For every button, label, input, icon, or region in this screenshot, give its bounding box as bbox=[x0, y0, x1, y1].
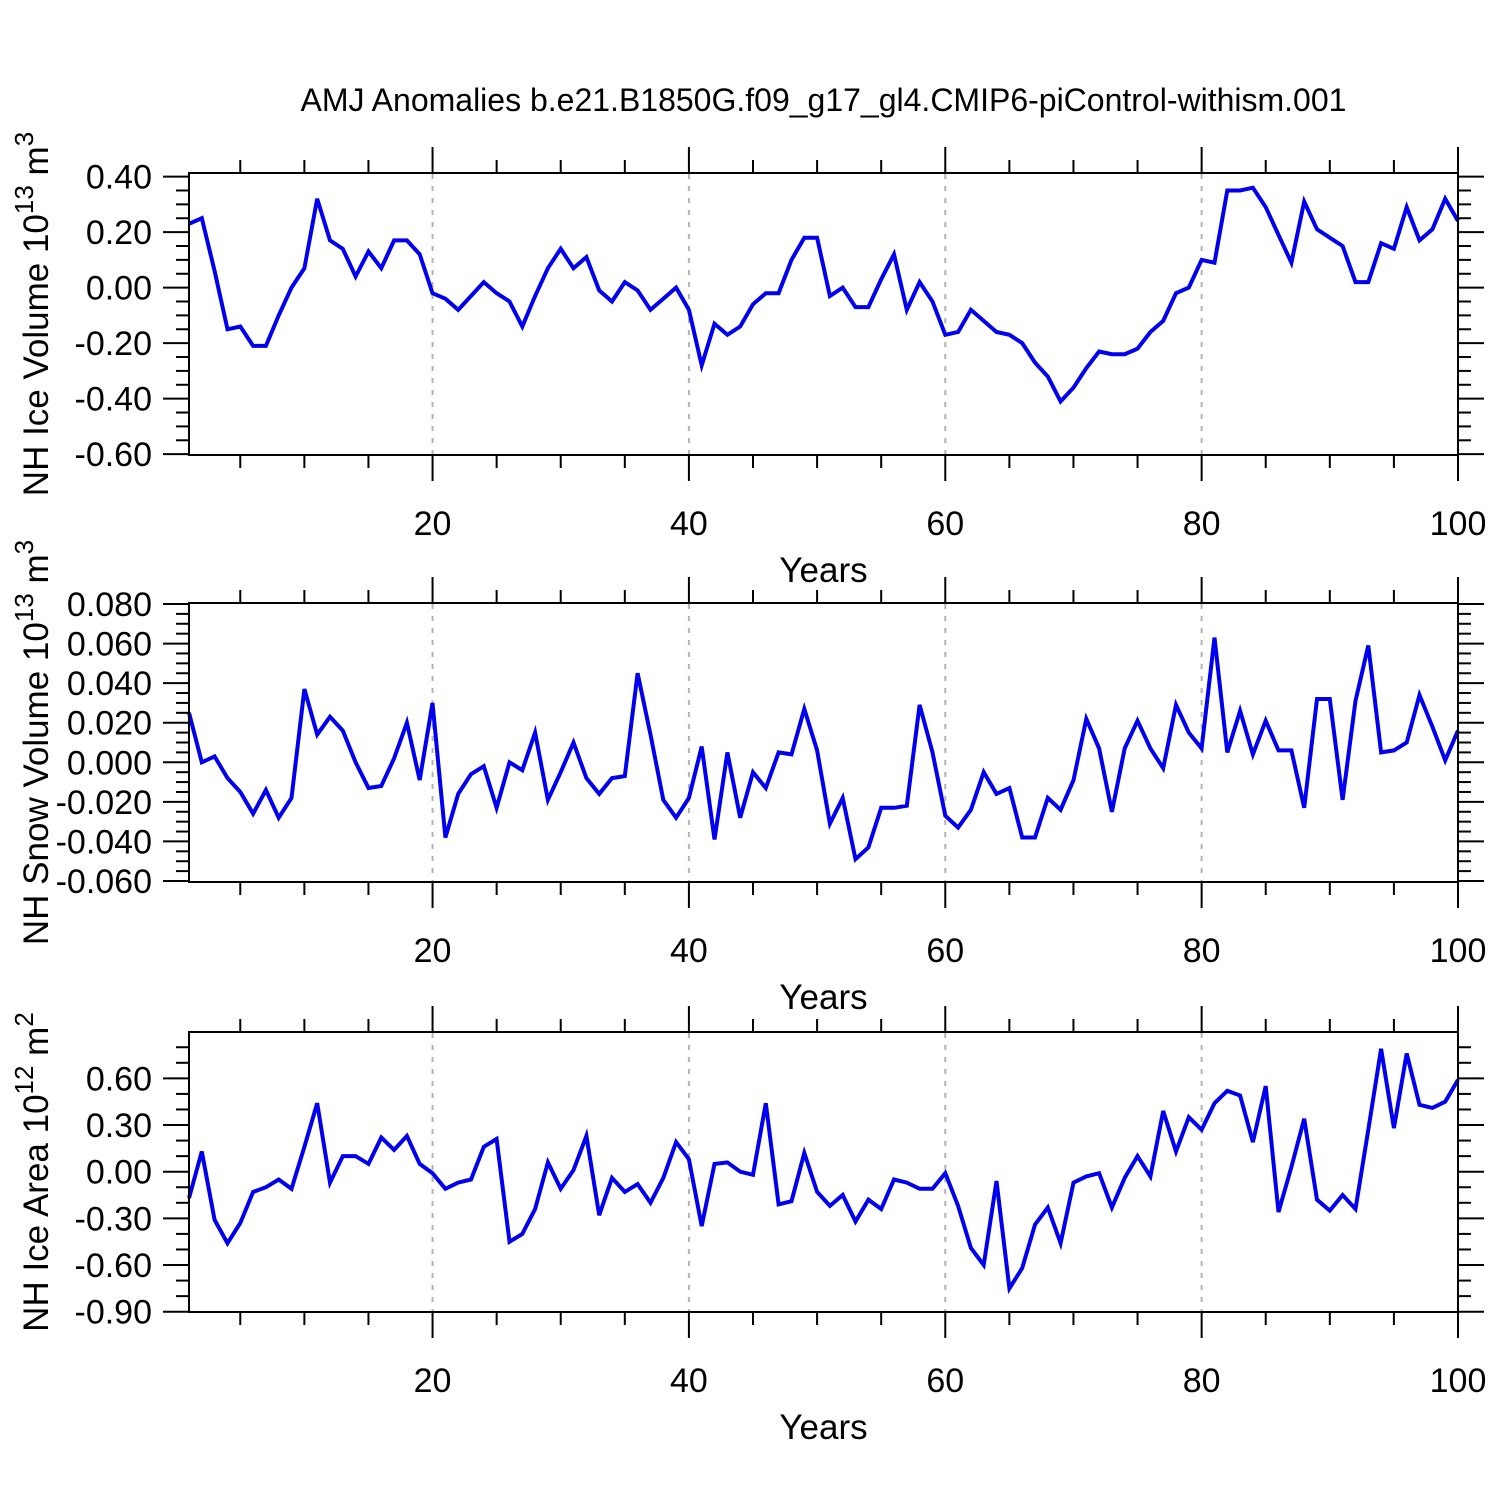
y-tick-label: 0.60 bbox=[86, 1060, 152, 1098]
snow-volume-plot: 0.0800.0600.0400.0200.000-0.020-0.040-0.… bbox=[9, 540, 1486, 1017]
plot-frame bbox=[188, 602, 1459, 883]
y-tick-label: 0.00 bbox=[86, 270, 152, 308]
y-tick-label: 0.080 bbox=[67, 586, 152, 624]
y-tick-label: -0.060 bbox=[56, 863, 152, 901]
y-tick-label: 0.000 bbox=[67, 744, 152, 782]
x-tick-label: 60 bbox=[926, 932, 964, 970]
y-tick-label: 0.20 bbox=[86, 214, 152, 252]
ice-volume-plot: 0.40 0.20 0.00 -0.20 -0.40 -0.60 20 40 60 80 100 Ye… bbox=[9, 132, 1486, 590]
x-tick-label: 20 bbox=[414, 505, 452, 543]
x-tick-label: 100 bbox=[1430, 505, 1487, 543]
ice-area-plot: 0.60 0.30 0.00 -0.30 -0.60 -0.90 20 40 60 80 100 Ye… bbox=[9, 1006, 1486, 1447]
y-tick-label: 0.30 bbox=[86, 1107, 152, 1145]
ice-area-xlabel: Years bbox=[779, 1408, 867, 1447]
snow-volume-ylabel: NH Snow Volume 1013 m3 bbox=[9, 540, 56, 945]
y-tick-label: -0.30 bbox=[75, 1200, 153, 1238]
x-tick-label: 20 bbox=[414, 932, 452, 970]
y-tick-label: -0.40 bbox=[75, 381, 153, 419]
plot-frame bbox=[188, 1031, 1459, 1313]
x-tick-label: 100 bbox=[1430, 932, 1487, 970]
y-tick-label: 0.040 bbox=[67, 665, 152, 703]
snow-volume-xlabel: Years bbox=[779, 978, 867, 1017]
y-tick-label: -0.60 bbox=[75, 436, 153, 474]
x-tick-label: 40 bbox=[670, 932, 708, 970]
y-tick-label: 0.00 bbox=[86, 1154, 152, 1192]
y-tick-label: -0.20 bbox=[75, 325, 153, 363]
ice-volume-xlabel: Years bbox=[779, 551, 867, 590]
plot-frame bbox=[188, 172, 1459, 456]
y-tick-label: 0.40 bbox=[86, 159, 152, 197]
y-tick-label: -0.020 bbox=[56, 784, 152, 822]
y-tick-label: 0.060 bbox=[67, 626, 152, 664]
ice-volume-ylabel: NH Ice Volume 1013 m3 bbox=[9, 132, 56, 496]
x-tick-label: 80 bbox=[1183, 505, 1221, 543]
x-tick-label: 40 bbox=[670, 505, 708, 543]
ice-area-ylabel: NH Ice Area 1012 m2 bbox=[9, 1012, 56, 1332]
ice-area-series-line bbox=[187, 1048, 1460, 1295]
y-tick-label: -0.040 bbox=[56, 823, 152, 861]
x-tick-label: 80 bbox=[1183, 1362, 1221, 1400]
chart-title: AMJ Anomalies b.e21.B1850G.f09_g17_gl4.C… bbox=[300, 82, 1347, 118]
x-tick-label: 60 bbox=[926, 505, 964, 543]
y-tick-label: -0.60 bbox=[75, 1247, 153, 1285]
x-tick-label: 80 bbox=[1183, 932, 1221, 970]
x-tick-label: 100 bbox=[1430, 1362, 1487, 1400]
snow-volume-series-line bbox=[187, 637, 1460, 864]
y-tick-label: 0.020 bbox=[67, 705, 152, 743]
x-tick-label: 20 bbox=[414, 1362, 452, 1400]
y-tick-label: -0.90 bbox=[75, 1294, 153, 1332]
ice-volume-series-line bbox=[188, 185, 1460, 405]
x-tick-label: 60 bbox=[926, 1362, 964, 1400]
x-tick-label: 40 bbox=[670, 1362, 708, 1400]
